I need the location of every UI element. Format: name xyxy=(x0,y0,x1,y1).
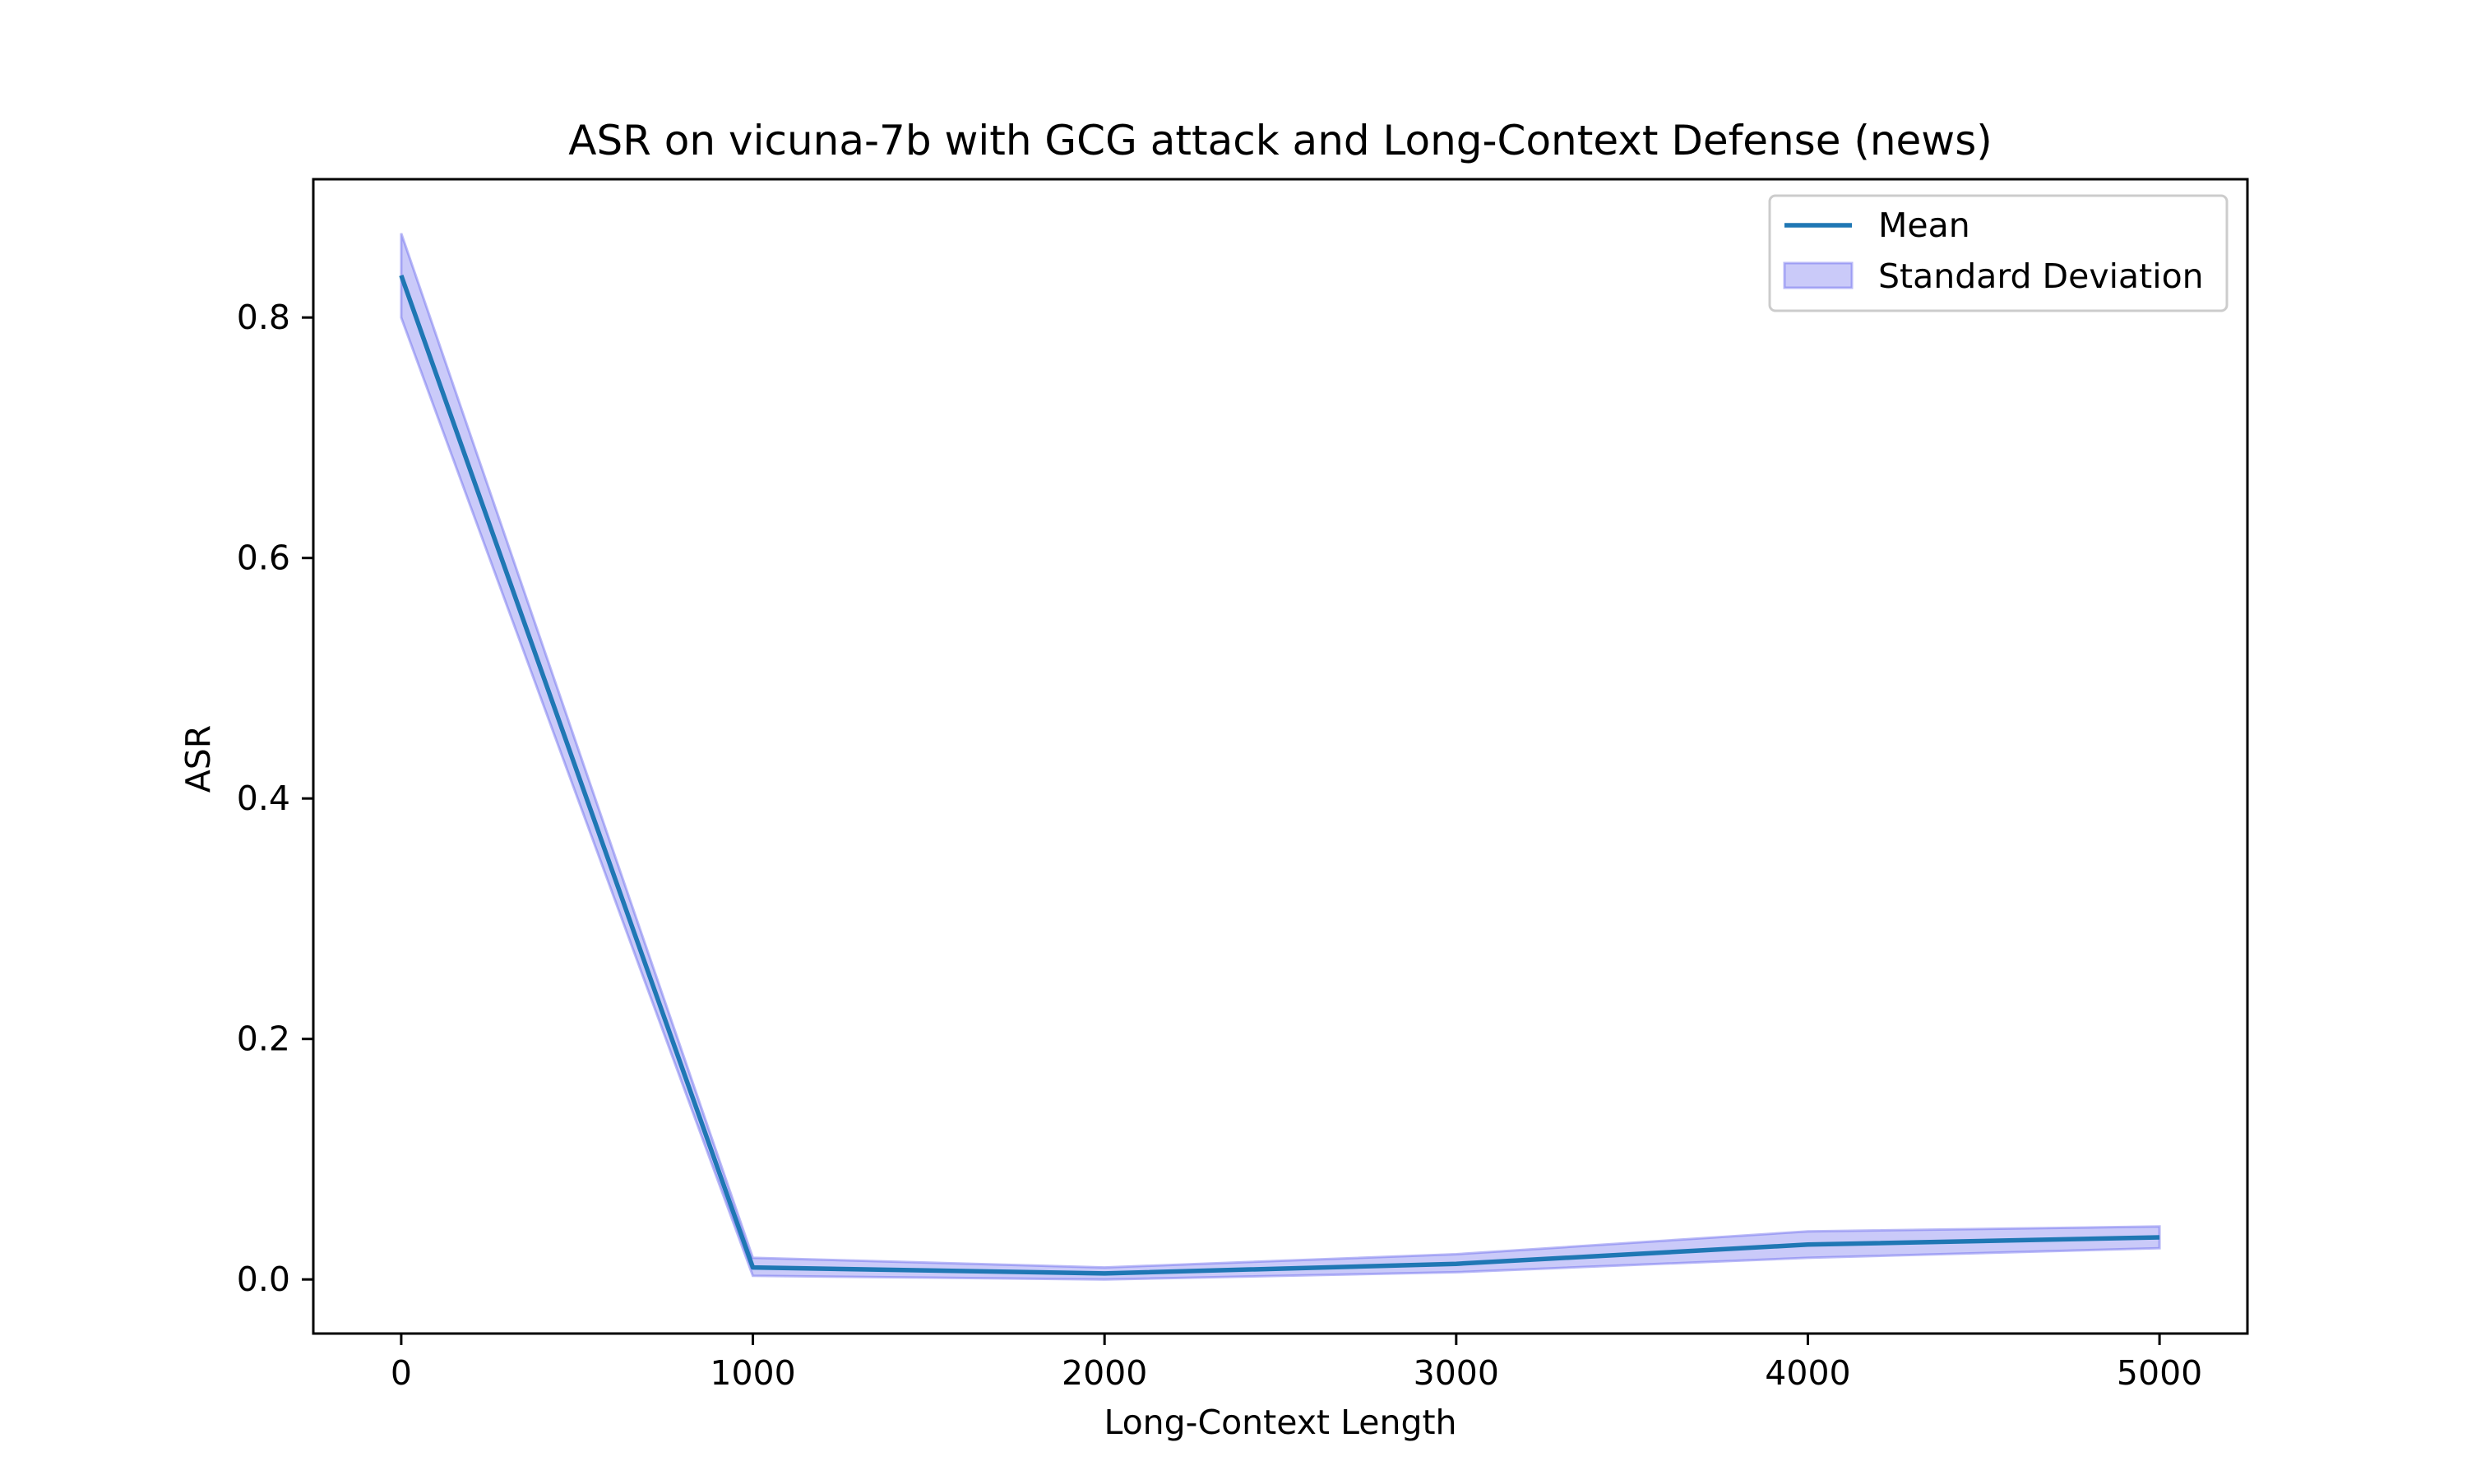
x-tick-label: 2000 xyxy=(1062,1353,1147,1393)
y-tick-label: 0.6 xyxy=(237,539,290,578)
x-tick-label: 4000 xyxy=(1765,1353,1850,1393)
legend-band-swatch xyxy=(1783,261,1854,289)
plot-area xyxy=(312,178,2249,1335)
legend-box xyxy=(1768,194,2229,312)
y-tick-label: 0.8 xyxy=(237,298,290,337)
y-tick-label: 0.4 xyxy=(237,779,290,818)
mean-line-0 xyxy=(399,275,2160,1276)
y-axis: 0.0 0.2 0.4 0.6 0.8 xyxy=(237,298,313,1299)
y-axis-label: ASR xyxy=(178,725,218,793)
x-tick-label: 5000 xyxy=(2117,1353,2202,1393)
x-axis-label: Long-Context Length xyxy=(1104,1403,1456,1442)
x-axis: 0 1000 2000 3000 4000 5000 xyxy=(391,1334,2202,1393)
axes-frame xyxy=(312,178,2249,1335)
y-tick-label: 0.0 xyxy=(237,1260,290,1299)
std-band-0 xyxy=(400,233,2161,1281)
y-tick-label: 0.2 xyxy=(237,1019,290,1059)
x-tick-label: 3000 xyxy=(1414,1353,1499,1393)
legend-label-std: Standard Deviation xyxy=(1878,257,2204,296)
x-tick-label: 0 xyxy=(391,1353,412,1393)
chart-title: ASR on vicuna-7b with GCG attack and Lon… xyxy=(568,117,1993,164)
x-tick-label: 1000 xyxy=(710,1353,795,1393)
legend: Mean Standard Deviation xyxy=(1768,194,2229,312)
legend-label-mean: Mean xyxy=(1878,206,1970,245)
